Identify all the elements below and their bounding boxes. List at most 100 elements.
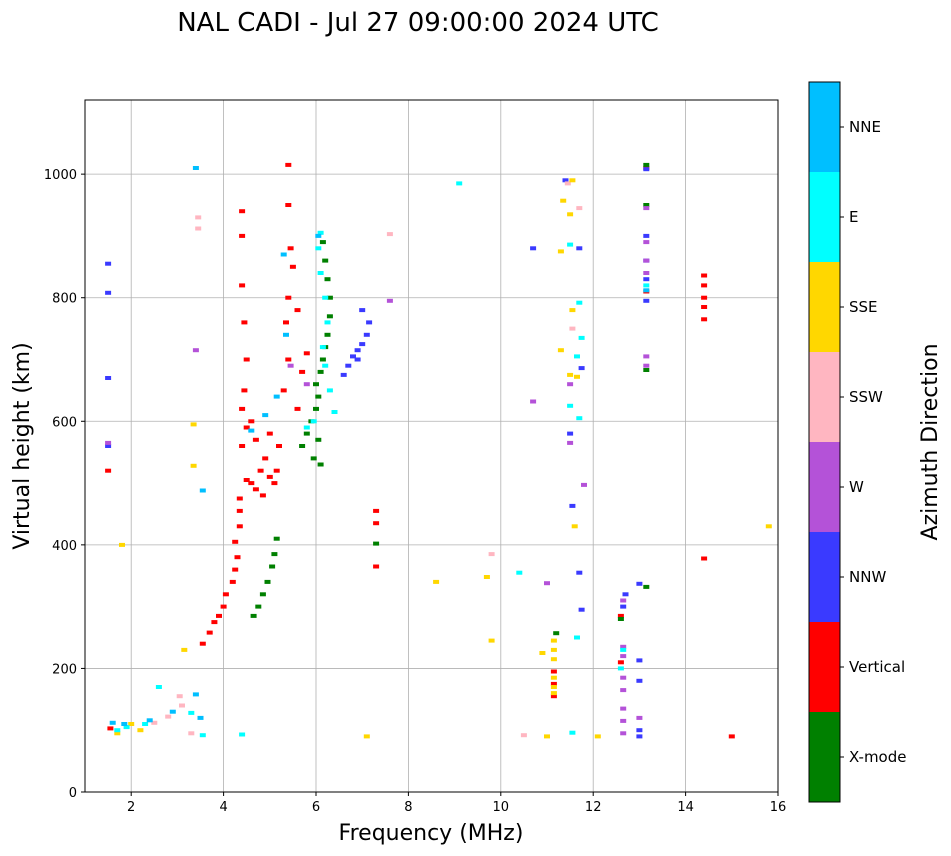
data-point bbox=[456, 181, 463, 186]
data-point bbox=[569, 730, 576, 735]
data-point bbox=[121, 722, 128, 726]
data-point bbox=[315, 233, 322, 238]
series-sse bbox=[114, 178, 772, 739]
data-point bbox=[195, 215, 202, 220]
data-point bbox=[114, 728, 121, 733]
data-point bbox=[701, 273, 708, 278]
data-point bbox=[271, 481, 278, 486]
data-point bbox=[331, 410, 338, 414]
data-point bbox=[620, 604, 627, 609]
data-point bbox=[643, 363, 650, 368]
data-point bbox=[550, 647, 557, 652]
data-point bbox=[236, 508, 243, 513]
data-point bbox=[557, 249, 564, 254]
data-point bbox=[216, 613, 222, 618]
colorbar-segment bbox=[809, 172, 840, 262]
data-point bbox=[643, 162, 650, 167]
data-point bbox=[188, 710, 195, 715]
data-point bbox=[550, 657, 557, 662]
data-point bbox=[643, 584, 650, 589]
data-point bbox=[128, 722, 135, 726]
x-tick-label: 12 bbox=[585, 800, 602, 815]
data-point bbox=[165, 714, 172, 719]
data-point bbox=[285, 203, 292, 207]
data-point bbox=[206, 630, 213, 635]
data-point bbox=[620, 688, 627, 693]
colorbar-segment bbox=[809, 442, 840, 532]
data-point bbox=[232, 539, 239, 544]
colorbar-label: SSW bbox=[849, 388, 883, 406]
data-point bbox=[567, 212, 574, 217]
data-point bbox=[363, 332, 370, 337]
data-point bbox=[567, 372, 574, 377]
data-point bbox=[142, 722, 149, 726]
data-point bbox=[317, 230, 324, 235]
data-point bbox=[239, 406, 246, 411]
colorbar-frame bbox=[808, 81, 841, 803]
data-point bbox=[636, 678, 643, 683]
data-point bbox=[303, 382, 310, 387]
series-vertical bbox=[105, 162, 735, 739]
data-point bbox=[211, 620, 218, 625]
data-point bbox=[643, 258, 650, 263]
data-point bbox=[433, 579, 440, 584]
data-point bbox=[544, 734, 550, 739]
data-point bbox=[273, 468, 280, 473]
grid bbox=[85, 100, 779, 793]
x-tick-label: 6 bbox=[312, 800, 320, 815]
data-point bbox=[765, 524, 772, 529]
data-point bbox=[269, 564, 276, 569]
data-point bbox=[322, 258, 329, 263]
data-point bbox=[643, 283, 650, 288]
data-point bbox=[243, 357, 250, 362]
data-point bbox=[137, 728, 144, 733]
data-point bbox=[567, 242, 574, 247]
data-point bbox=[199, 733, 206, 738]
y-tick-label: 800 bbox=[52, 292, 77, 307]
data-point bbox=[567, 403, 574, 408]
data-point bbox=[345, 363, 352, 368]
data-point bbox=[557, 348, 564, 353]
x-tick-label: 4 bbox=[219, 800, 227, 815]
series-ssw bbox=[151, 181, 583, 738]
data-point bbox=[569, 326, 576, 331]
series-nnw bbox=[105, 167, 650, 739]
data-point bbox=[326, 295, 333, 300]
data-point bbox=[146, 718, 153, 723]
data-point bbox=[578, 335, 585, 340]
data-point bbox=[550, 669, 557, 674]
data-point bbox=[571, 524, 578, 529]
data-point bbox=[273, 394, 280, 399]
data-point bbox=[359, 342, 366, 347]
data-point bbox=[643, 354, 650, 359]
data-point bbox=[176, 694, 183, 699]
data-point bbox=[123, 725, 130, 730]
data-point bbox=[319, 357, 326, 362]
data-point bbox=[319, 240, 326, 245]
x-axis-ticks: 2 4 6 8 10 12 14 16 bbox=[127, 792, 786, 815]
data-point bbox=[280, 252, 287, 257]
data-points bbox=[105, 162, 772, 739]
data-point bbox=[576, 300, 583, 305]
data-point bbox=[520, 733, 527, 738]
colorbar-label: Vertical bbox=[849, 658, 905, 676]
y-axis-ticks: 0 200 400 600 800 1000 bbox=[44, 168, 85, 801]
series-nne bbox=[109, 166, 650, 726]
data-point bbox=[266, 474, 273, 479]
data-point bbox=[322, 363, 329, 368]
data-point bbox=[701, 317, 708, 322]
x-tick-label: 14 bbox=[677, 800, 694, 815]
data-point bbox=[303, 425, 310, 430]
data-point bbox=[285, 357, 292, 362]
data-point bbox=[701, 556, 708, 561]
colorbar-segment bbox=[809, 712, 840, 802]
data-point bbox=[363, 734, 370, 739]
data-point bbox=[289, 264, 296, 269]
data-point bbox=[105, 290, 112, 295]
chart-title: NAL CADI - Jul 27 09:00:00 2024 UTC bbox=[177, 8, 659, 38]
data-point bbox=[199, 488, 206, 493]
data-point bbox=[483, 575, 490, 579]
data-point bbox=[151, 720, 158, 725]
data-point bbox=[373, 508, 380, 513]
